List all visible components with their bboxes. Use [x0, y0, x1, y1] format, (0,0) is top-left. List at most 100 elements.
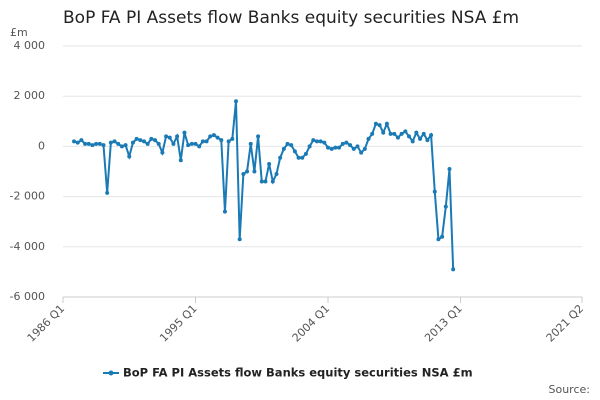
data-point [318, 139, 323, 144]
data-point [245, 169, 250, 174]
data-point [75, 140, 80, 145]
data-point [440, 234, 445, 239]
data-point [300, 155, 305, 160]
data-point [182, 130, 187, 135]
data-point [105, 190, 110, 195]
data-point [395, 135, 400, 140]
data-point [377, 123, 382, 128]
data-point [366, 136, 371, 141]
data-point [414, 130, 419, 135]
y-tick-label: -4 000 [10, 240, 45, 253]
data-point [86, 141, 91, 146]
data-point [432, 189, 437, 194]
data-point [370, 131, 375, 136]
data-point [72, 139, 77, 144]
data-point [443, 204, 448, 209]
data-point [193, 141, 198, 146]
data-point [333, 145, 338, 150]
data-point [425, 138, 430, 143]
y-tick-label: 0 [38, 139, 45, 152]
data-point [407, 134, 411, 139]
data-point [351, 146, 356, 151]
data-point [362, 146, 367, 151]
data-point [252, 169, 257, 174]
y-tick-label: -2 000 [10, 190, 45, 203]
data-point [90, 143, 95, 148]
data-point [292, 149, 297, 154]
data-point [289, 143, 294, 148]
data-point [164, 134, 169, 139]
data-point [167, 135, 172, 140]
data-point [197, 144, 202, 149]
data-point [256, 134, 261, 139]
data-point [303, 151, 308, 156]
data-point [241, 172, 246, 177]
source: Source: [549, 383, 591, 396]
data-point [270, 179, 275, 184]
data-point [156, 141, 161, 146]
data-point [311, 138, 316, 143]
data-point [130, 140, 135, 145]
data-point [355, 144, 360, 149]
data-point [322, 140, 327, 145]
data-point [127, 154, 132, 159]
data-point [186, 143, 191, 148]
data-point [307, 144, 312, 149]
data-point [134, 136, 139, 141]
data-point [123, 143, 128, 148]
data-point [219, 138, 224, 143]
data-point [451, 267, 456, 272]
x-tick-label: 2013 Q1 [422, 302, 465, 345]
y-tick-label: 2 000 [14, 89, 46, 102]
data-point [348, 143, 353, 148]
y-tick-label: -6 000 [10, 290, 45, 303]
x-tick-label: 2021 Q2 [544, 302, 587, 345]
data-point [138, 138, 143, 143]
data-point [388, 131, 393, 136]
data-point [141, 139, 146, 144]
data-point [384, 121, 389, 126]
data-point [149, 136, 154, 141]
data-point [215, 135, 220, 140]
data-point [116, 141, 121, 146]
data-point [222, 209, 227, 214]
x-tick-label: 1995 Q1 [157, 302, 200, 345]
data-point [263, 179, 268, 184]
data-point [101, 143, 106, 148]
data-point [418, 136, 423, 141]
data-point [392, 131, 397, 136]
data-point [83, 141, 88, 146]
data-point [189, 141, 194, 146]
x-tick-label: 1986 Q1 [25, 302, 68, 345]
legend-marker [108, 370, 114, 376]
data-point [108, 140, 113, 145]
data-point [230, 136, 235, 141]
data-point [278, 155, 283, 160]
data-point [160, 150, 165, 155]
y-tick-label: 4 000 [14, 39, 46, 52]
data-point [200, 139, 205, 144]
data-point [329, 146, 334, 151]
data-point [403, 129, 408, 134]
data-point [97, 141, 102, 146]
data-point [211, 133, 216, 138]
data-point [267, 161, 272, 166]
data-point [399, 131, 404, 136]
data-point [171, 141, 176, 146]
data-point [373, 121, 378, 126]
data-point [381, 130, 386, 135]
data-point [208, 134, 213, 139]
data-point [153, 138, 158, 143]
data-point [410, 139, 415, 144]
chart-title: BoP FA PI Assets flow Banks equity secur… [63, 8, 519, 28]
data-point [259, 179, 264, 184]
data-point [281, 146, 286, 151]
data-point [421, 131, 426, 136]
data-point [234, 99, 238, 104]
data-point [178, 158, 183, 163]
data-point [79, 138, 84, 143]
data-point [204, 139, 209, 144]
y-axis-unit: £m [10, 26, 28, 39]
